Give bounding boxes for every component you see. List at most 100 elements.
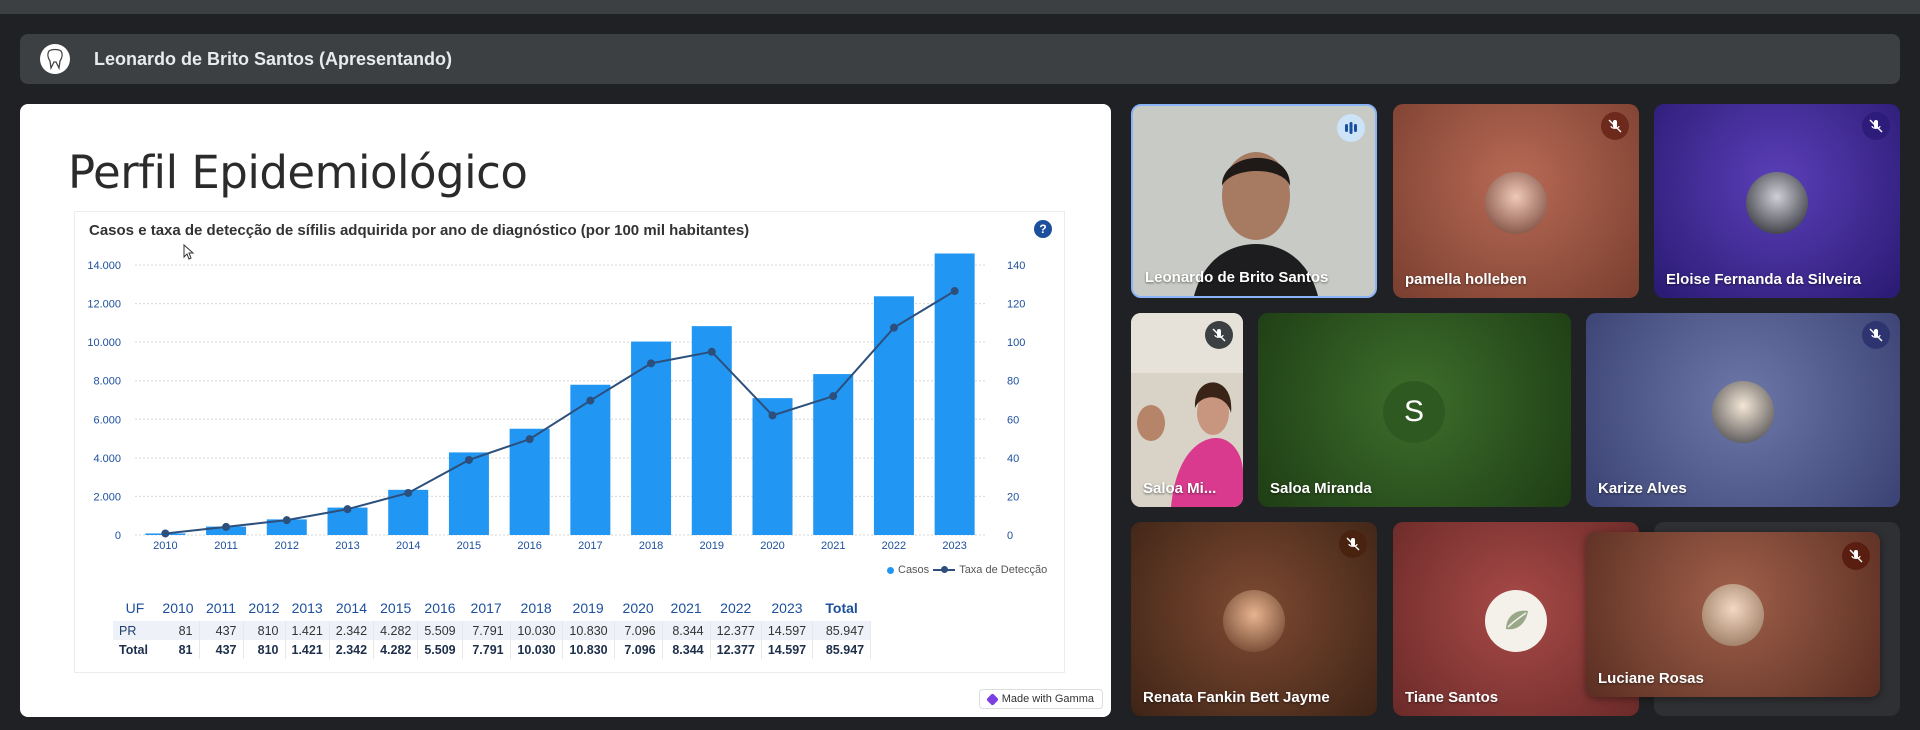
x-tick: 2019 — [700, 540, 724, 552]
point-taxa-deteccao — [707, 347, 716, 356]
table-cell: 1.421 — [285, 621, 330, 640]
bar-casos — [873, 296, 914, 535]
y-tick-right: 40 — [1007, 453, 1019, 465]
table-cell: 437 — [199, 640, 244, 659]
participant-name: Karize Alves — [1598, 480, 1687, 497]
table-cell: 12.377 — [710, 640, 762, 659]
gamma-badge-label: Made with Gamma — [1001, 693, 1094, 705]
cursor-icon — [183, 244, 195, 260]
table-header-cell: 2017 — [470, 600, 502, 616]
made-with-gamma-badge[interactable]: Made with Gamma — [978, 689, 1103, 709]
table-cell: 10.030 — [510, 621, 563, 640]
y-tick-right: 0 — [1007, 530, 1013, 542]
legend-rate-marker — [933, 566, 956, 573]
table-header-cell: 2020 — [622, 600, 654, 616]
table-header-cell: 2021 — [670, 600, 702, 616]
table-row: PR 81 437 810 1.421 2.342 4.282 5.509 7.791 10.03… — [113, 621, 872, 640]
point-taxa-deteccao — [464, 455, 473, 464]
presentation-slide: Perfil Epidemiológico 0 2.000 4.000 6.000 8.… — [20, 104, 1111, 717]
avatar: S — [1383, 381, 1445, 443]
slide-title: Perfil Epidemiológico — [68, 146, 528, 199]
table-cell: 2.342 — [329, 640, 375, 659]
x-tick: 2017 — [578, 540, 602, 552]
participant-tile-saloa-video[interactable]: Saloa Mi... — [1131, 313, 1243, 507]
participant-tile-luciane[interactable]: Luciane Rosas — [1586, 532, 1880, 697]
point-taxa-deteccao — [950, 287, 959, 296]
help-icon[interactable]: ? — [1034, 220, 1052, 238]
x-tick: 2015 — [457, 540, 481, 552]
table-cell: 4.282 — [373, 640, 419, 659]
avatar — [1485, 172, 1547, 234]
table-cell: 8.344 — [662, 621, 711, 640]
legend-cases-marker — [887, 566, 894, 574]
speaking-indicator-icon — [1337, 114, 1365, 142]
participant-tile-saloa-miranda[interactable]: S Saloa Miranda — [1258, 313, 1571, 507]
participant-name: Saloa Mi... — [1143, 480, 1217, 497]
table-cell: 14.597 — [761, 621, 814, 640]
point-taxa-deteccao — [586, 396, 595, 405]
table-cell: 8.344 — [662, 640, 711, 659]
table-cell: 10.830 — [562, 640, 615, 659]
y-tick-left: 8.000 — [93, 376, 121, 388]
table-cell: 5.509 — [417, 640, 463, 659]
leaf-logo-icon — [1506, 610, 1528, 630]
bar-casos — [448, 452, 489, 535]
table-cell: 81 — [157, 621, 200, 640]
avatar — [1712, 381, 1774, 443]
table-cell: 12.377 — [710, 621, 762, 640]
table-header-cell: 2011 — [205, 600, 237, 616]
tooth-icon — [47, 48, 63, 70]
participant-name: Leonardo de Brito Santos — [1145, 269, 1329, 286]
point-taxa-deteccao — [525, 435, 534, 444]
participant-tile-leonardo[interactable]: Leonardo de Brito Santos — [1131, 104, 1377, 298]
avatar — [1702, 584, 1764, 646]
point-taxa-deteccao — [889, 323, 898, 332]
mic-off-icon — [1842, 542, 1870, 570]
mic-off-icon — [1339, 530, 1367, 558]
avatar — [1746, 172, 1808, 234]
presenter-name: Leonardo de Brito Santos (Apresentando) — [94, 48, 453, 69]
x-tick: 2014 — [396, 540, 420, 552]
table-cell: 10.830 — [562, 621, 615, 640]
y-tick-left: 10.000 — [87, 337, 121, 349]
x-tick: 2022 — [882, 540, 906, 552]
mic-off-icon — [1862, 321, 1890, 349]
participant-name: Luciane Rosas — [1598, 670, 1704, 687]
participant-name: pamella holleben — [1405, 271, 1527, 288]
point-taxa-deteccao — [829, 392, 838, 401]
table-cell: 7.791 — [462, 640, 511, 659]
data-table: UF 2010 2011 2012 2013 2014 2015 2016 2017 2018 20… — [113, 595, 872, 659]
bar-casos — [934, 253, 975, 535]
bar-casos — [266, 519, 307, 535]
presenter-avatar — [40, 44, 70, 74]
y-tick-left: 14.000 — [87, 260, 121, 272]
y-tick-left: 0 — [115, 530, 121, 542]
participant-tile-renata[interactable]: Renata Fankin Bett Jayme — [1131, 522, 1377, 716]
participant-name: Renata Fankin Bett Jayme — [1143, 689, 1330, 706]
table-cell: 7.791 — [462, 621, 511, 640]
table-header-cell: 2013 — [291, 600, 323, 616]
avatar — [1485, 590, 1547, 652]
bar-casos — [691, 326, 732, 535]
video-feed-leonardo — [1133, 106, 1375, 296]
table-header-cell: 2010 — [162, 600, 194, 616]
table-cell: 14.597 — [761, 640, 814, 659]
table-row-label: Total — [119, 642, 148, 657]
bar-casos — [509, 428, 550, 535]
y-tick-right: 80 — [1007, 376, 1019, 388]
participant-tile-karize[interactable]: Karize Alves — [1586, 313, 1900, 507]
mic-off-icon — [1205, 321, 1233, 349]
x-tick: 2020 — [760, 540, 784, 552]
participant-tile-pamella[interactable]: pamella holleben — [1393, 104, 1639, 298]
line-taxa-deteccao — [165, 290, 956, 535]
avatar — [1223, 590, 1285, 652]
legend-rate-label: Taxa de Detecção — [959, 564, 1048, 576]
bar-casos — [631, 341, 672, 535]
table-cell: 85.947 — [812, 621, 872, 640]
participant-tile-eloise[interactable]: Eloise Fernanda da Silveira — [1654, 104, 1900, 298]
y-tick-right: 120 — [1007, 299, 1025, 311]
y-tick-left: 12.000 — [87, 299, 121, 311]
gamma-icon — [985, 692, 999, 706]
table-cell: 5.509 — [417, 621, 463, 640]
table-header-cell: 2012 — [248, 600, 280, 616]
